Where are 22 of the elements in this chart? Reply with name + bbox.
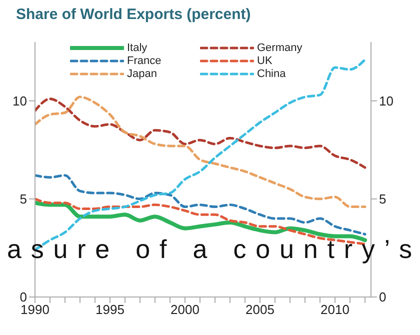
- legend-label: Germany: [257, 42, 302, 54]
- annotation: asure of a country’s: [7, 234, 412, 264]
- chart-title: Share of World Exports (percent): [16, 6, 251, 23]
- x-tick-label: 2005: [246, 302, 274, 318]
- x-tick-label: 2000: [170, 302, 200, 318]
- legend-label: Italy: [127, 42, 148, 54]
- legend-label: Japan: [127, 68, 157, 80]
- line-series: [35, 96, 366, 208]
- x-tick-label: 1990: [20, 302, 50, 318]
- line-series: [35, 174, 366, 236]
- y2-tick-label: 5: [379, 192, 386, 207]
- y-tick-label: 0: [20, 290, 27, 305]
- legend-label: China: [257, 68, 286, 80]
- legend-label: France: [127, 55, 162, 67]
- x-tick-label: 2010: [320, 302, 350, 318]
- y-tick-label: 10: [12, 93, 27, 108]
- y-tick-label: 5: [20, 192, 27, 207]
- y2-tick-label: 10: [379, 93, 394, 108]
- y2-tick-label: 0: [379, 290, 386, 305]
- legend-label: UK: [257, 55, 272, 67]
- x-tick-label: 1995: [96, 302, 124, 318]
- line-series: [35, 98, 366, 169]
